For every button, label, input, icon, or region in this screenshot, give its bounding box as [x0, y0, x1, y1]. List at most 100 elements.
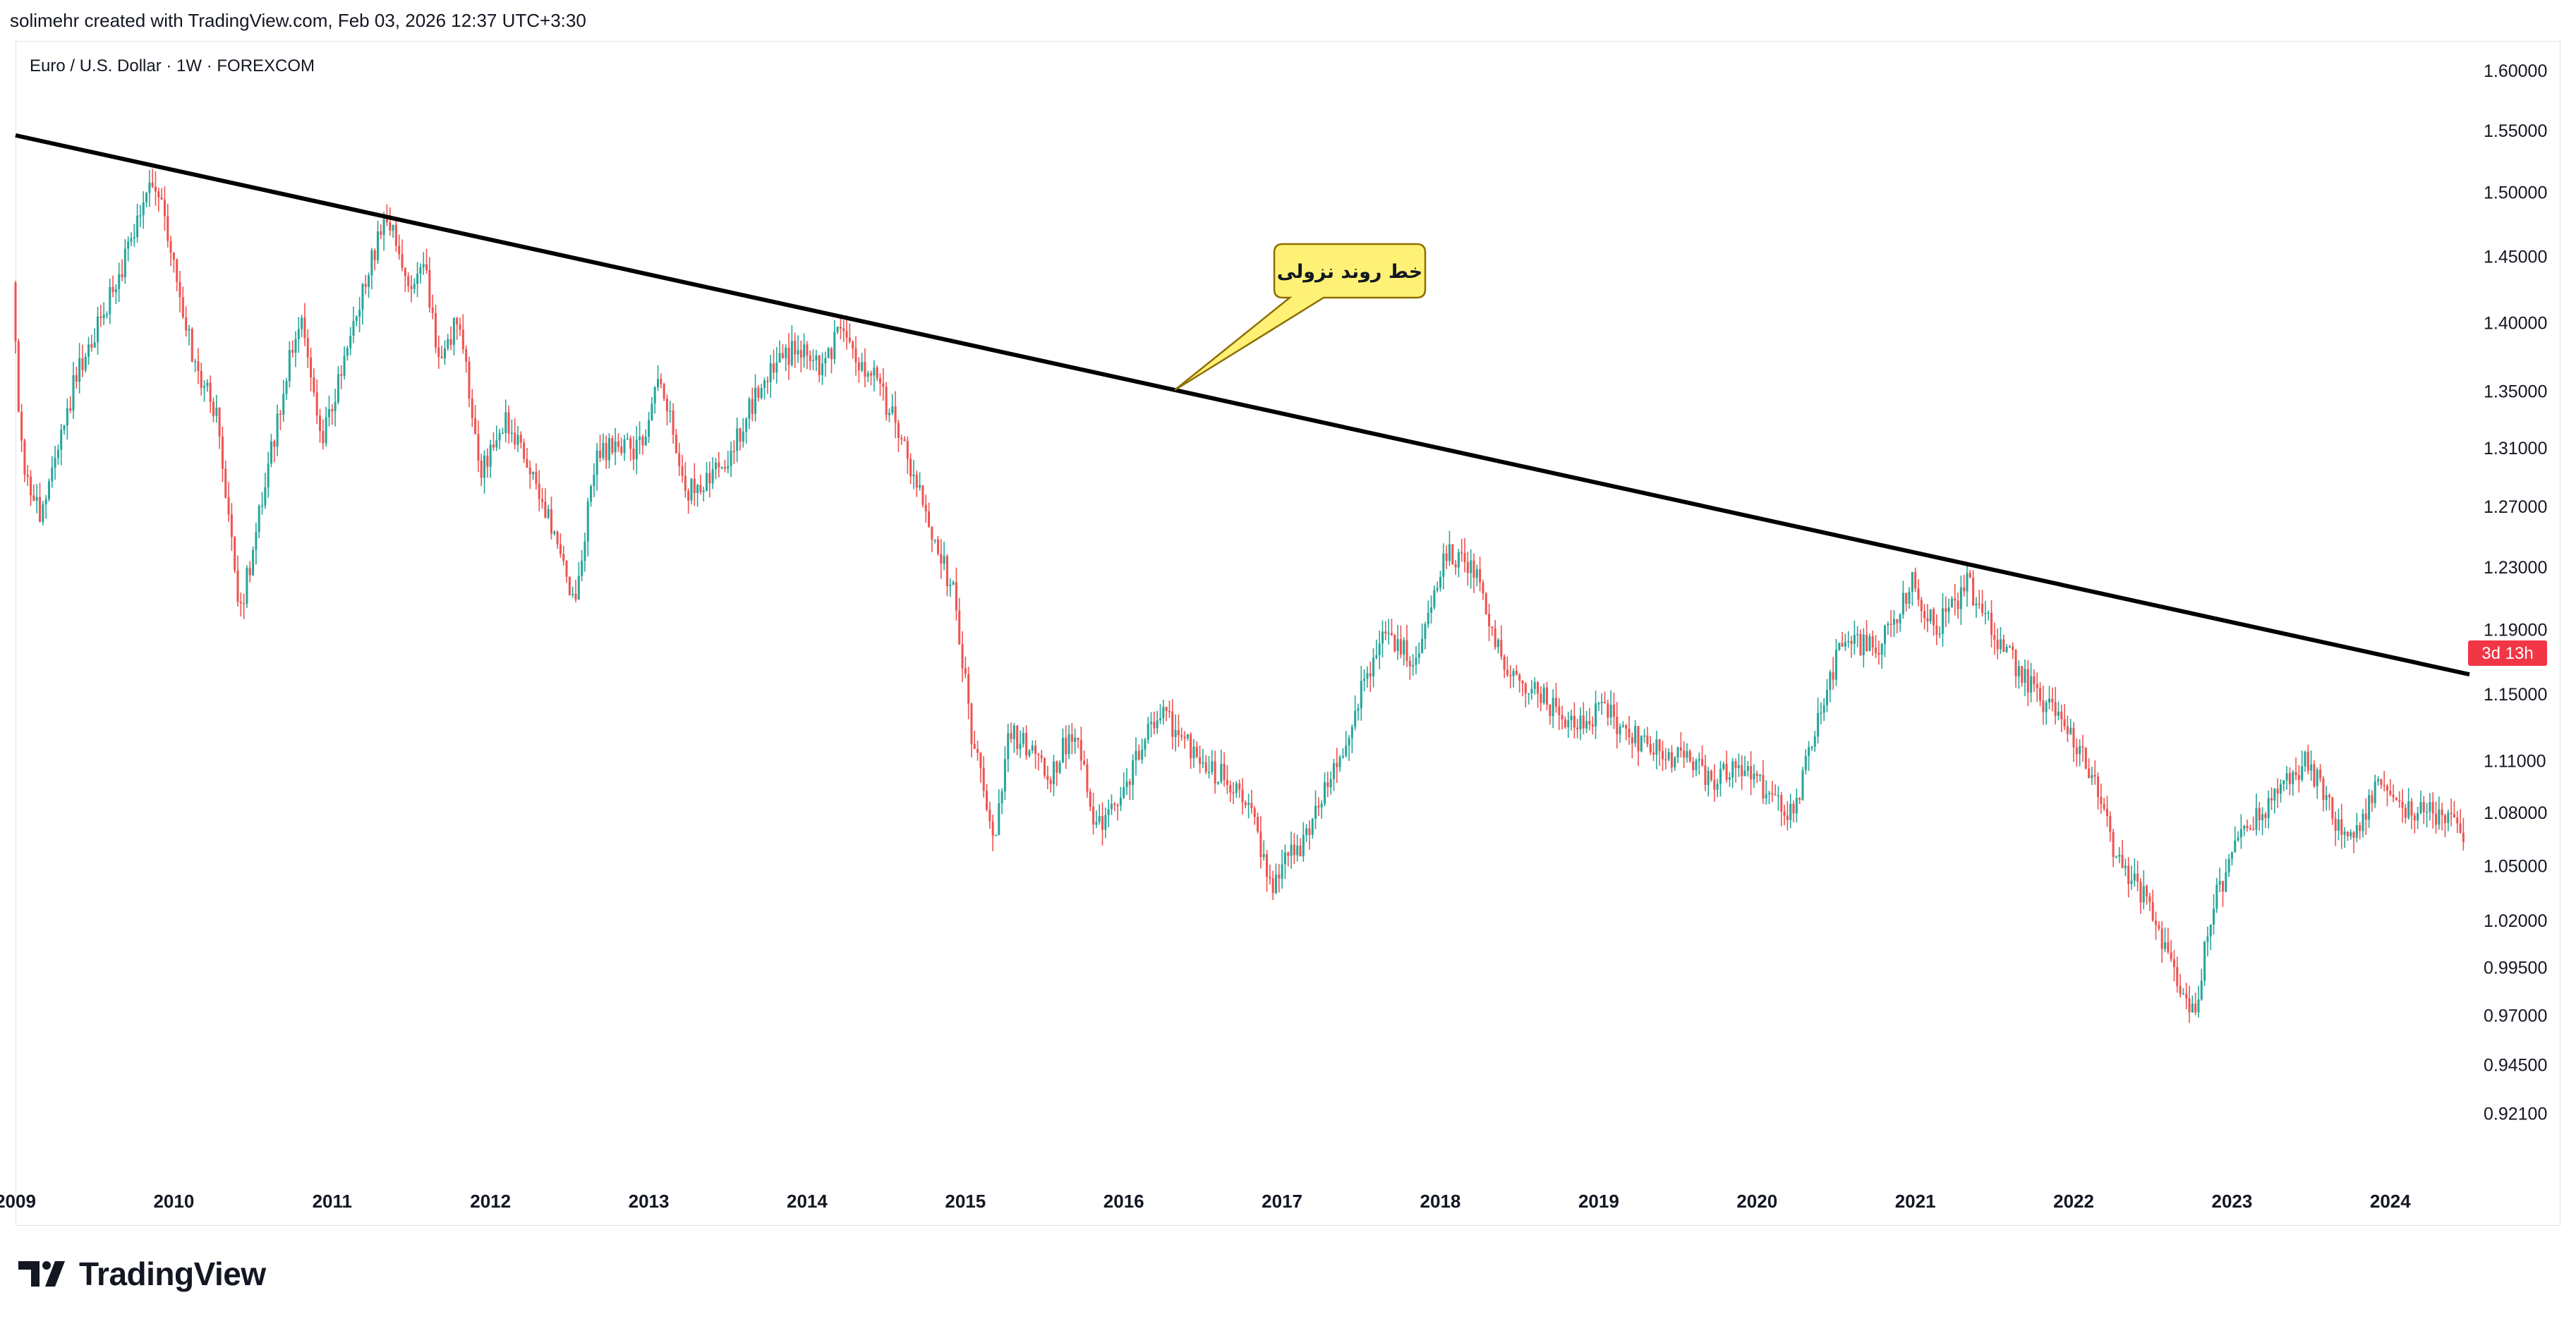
candle	[1640, 735, 1643, 753]
candle-body	[532, 471, 535, 475]
candle	[854, 336, 857, 376]
candle-body	[1408, 660, 1411, 667]
time-axis[interactable]: 2009 2010 2011 2012 2013 2014 2015 2016 2017 2018…	[0, 1191, 2411, 1212]
candle-body	[574, 593, 577, 600]
candle	[2350, 829, 2352, 840]
candle-body	[465, 349, 468, 362]
candle-body	[1612, 704, 1615, 717]
candle-body	[718, 462, 720, 468]
candle	[1116, 803, 1119, 821]
candle	[1293, 832, 1295, 864]
candle-body	[809, 355, 811, 362]
candle	[1144, 737, 1147, 758]
candle	[1528, 693, 1530, 705]
candle	[541, 487, 544, 509]
candle	[1524, 681, 1527, 708]
candle	[477, 420, 480, 473]
candle-body	[1266, 853, 1269, 877]
candle-body	[681, 466, 684, 476]
candle	[227, 482, 230, 523]
candle	[593, 463, 595, 497]
candle-body	[2362, 813, 2364, 832]
candle	[313, 368, 315, 397]
candle-body	[459, 324, 461, 330]
candle	[1844, 633, 1846, 651]
candle	[2130, 865, 2133, 890]
candle	[2352, 831, 2355, 853]
candle	[2188, 985, 2191, 1023]
candle	[897, 419, 900, 453]
trendline-annotation[interactable]: خط روند نزولی	[1174, 243, 1427, 391]
candle	[109, 278, 111, 324]
candle	[1113, 802, 1116, 811]
candle	[1110, 794, 1113, 815]
downtrend-line[interactable]	[15, 133, 2470, 677]
candle	[1609, 690, 1612, 726]
candle-body	[1381, 631, 1384, 644]
candle-body	[514, 432, 516, 445]
candle	[1479, 557, 1482, 592]
candle	[352, 306, 355, 344]
candle	[1308, 820, 1311, 850]
candle	[349, 327, 352, 355]
candle-body	[730, 451, 732, 466]
candle	[1046, 765, 1049, 789]
candle	[1892, 609, 1895, 637]
tradingview-logo[interactable]: TradingView	[18, 1254, 266, 1294]
candle	[1817, 698, 1820, 744]
candle	[1329, 771, 1332, 795]
candle	[1183, 731, 1186, 749]
candle-body	[1430, 607, 1433, 613]
candle	[2118, 846, 2121, 863]
annotation-callout[interactable]	[1174, 243, 1427, 391]
chart-frame[interactable]	[16, 41, 2560, 1226]
candle-body	[1216, 782, 1219, 784]
candle-body	[2441, 809, 2443, 815]
candle	[410, 274, 413, 303]
candle	[209, 375, 212, 413]
candle-body	[26, 475, 29, 477]
price-axis[interactable]: 1.600001.550001.500001.450001.400001.350…	[2484, 61, 2547, 1124]
candle-body	[2069, 727, 2072, 734]
candle	[742, 418, 744, 448]
candle-body	[1801, 770, 1804, 800]
candle	[1978, 590, 1981, 609]
candle-body	[1728, 777, 1731, 780]
candle-body	[1716, 784, 1719, 790]
candle-body	[940, 554, 943, 564]
candle	[1332, 758, 1335, 791]
candle	[607, 432, 610, 469]
candle	[78, 343, 81, 394]
candle-body	[2438, 809, 2441, 825]
candle-body	[1789, 803, 1792, 820]
candle-body	[1929, 609, 1932, 621]
candle	[787, 333, 790, 380]
candle-body	[611, 438, 614, 453]
candle-body	[1399, 639, 1402, 655]
candle-body	[452, 318, 455, 345]
candle-body	[1445, 553, 1448, 561]
candle	[2401, 789, 2404, 823]
candle	[428, 257, 431, 312]
candle-body	[42, 504, 44, 522]
symbol-legend[interactable]: Euro / U.S. Dollar · 1W · FOREXCOM	[30, 56, 315, 75]
candle-body	[1204, 762, 1207, 772]
candle	[617, 432, 619, 452]
candle	[1494, 619, 1496, 650]
candle	[2133, 858, 2136, 887]
candle	[1320, 800, 1323, 819]
candle-body	[821, 363, 824, 375]
candle-body	[60, 430, 63, 450]
candle-body	[1856, 633, 1859, 636]
candle	[99, 305, 102, 327]
candle-body	[51, 468, 54, 482]
candle	[291, 340, 294, 358]
candle	[212, 397, 214, 423]
candle	[419, 263, 422, 284]
candle	[1451, 544, 1454, 565]
candle-body	[416, 274, 419, 284]
candle-body	[2322, 778, 2325, 801]
candle	[1634, 719, 1637, 748]
candle	[258, 504, 260, 538]
